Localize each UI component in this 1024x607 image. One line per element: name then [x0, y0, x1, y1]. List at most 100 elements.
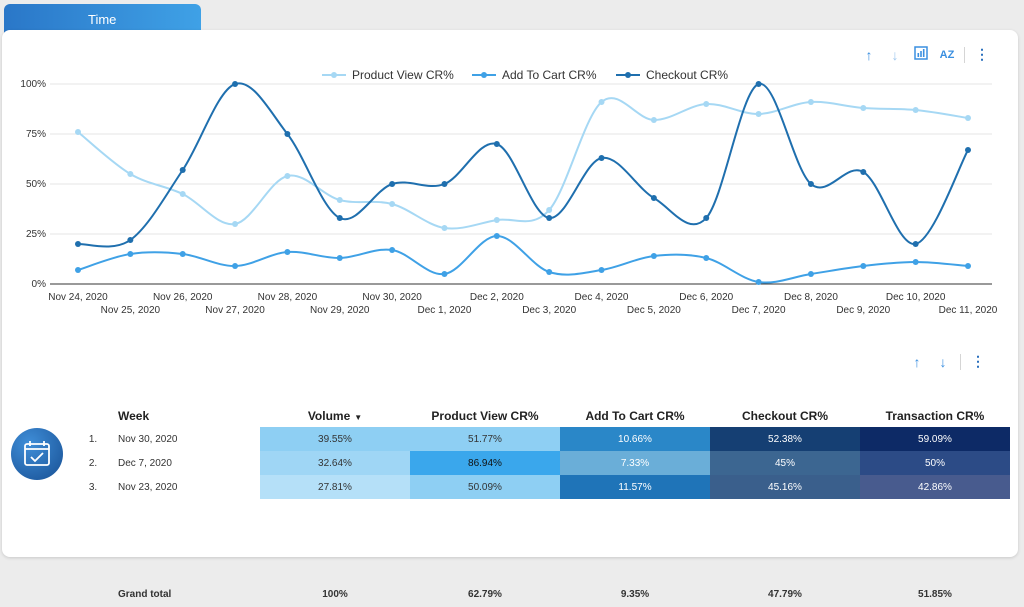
data-point	[546, 269, 553, 275]
data-point	[650, 195, 657, 201]
cell-product-view: 86.94%	[410, 451, 560, 475]
data-point	[598, 155, 605, 161]
row-index: 3.	[88, 481, 98, 493]
row-week: Nov 23, 2020	[118, 481, 178, 493]
legend-swatch-dot	[625, 72, 631, 78]
more-vert-icon[interactable]: ⋮	[971, 353, 985, 369]
data-point	[127, 237, 134, 243]
data-point	[598, 99, 605, 105]
toolbar-divider	[960, 353, 961, 370]
grand-total-checkout: 47.79%	[768, 588, 802, 600]
data-point	[546, 207, 553, 213]
data-point	[232, 221, 239, 227]
grand-total-volume: 100%	[322, 588, 348, 600]
data-point	[75, 129, 81, 135]
x-tick-label: Nov 25, 2020	[101, 305, 161, 316]
grand-total-label: Grand total	[118, 588, 172, 600]
data-point	[807, 99, 814, 105]
header-volume[interactable]: Volume ▼	[260, 405, 410, 427]
table-header-row: Week Volume ▼ Product View CR% Add To Car…	[76, 405, 1010, 427]
header-index	[76, 405, 110, 427]
y-tick-label: 50%	[26, 179, 46, 190]
data-point	[284, 173, 291, 179]
line-chart: 0% 25% 50% 75% 100% Nov 24, 2020 Nov 25, 2020 N…	[20, 68, 998, 316]
tab-label: Time	[88, 12, 117, 27]
data-point	[755, 111, 762, 117]
x-tick-label: Dec 7, 2020	[732, 305, 786, 316]
calendar-icon	[11, 428, 63, 480]
chart-toolbar: ↑ ↓ AZ ⋮	[860, 46, 991, 63]
header-week[interactable]: Week	[118, 409, 150, 423]
series-line-1	[77, 234, 969, 284]
x-tick-label: Dec 3, 2020	[522, 305, 576, 316]
toolbar-divider	[964, 46, 965, 63]
more-vert-icon[interactable]: ⋮	[975, 46, 989, 62]
data-point	[703, 255, 710, 261]
data-point	[912, 107, 919, 113]
x-tick-label: Nov 24, 2020	[48, 292, 108, 303]
x-tick-label: Nov 30, 2020	[362, 292, 422, 303]
data-point	[546, 215, 553, 221]
cell-volume: 27.81%	[260, 475, 410, 499]
data-point	[493, 217, 500, 223]
data-table: Week Volume ▼ Product View CR% Add To Car…	[76, 405, 1010, 607]
data-point	[336, 215, 343, 221]
data-point	[232, 263, 239, 269]
x-tick-label: Nov 26, 2020	[153, 292, 213, 303]
data-point	[284, 249, 291, 255]
chart-icon[interactable]	[912, 46, 930, 63]
data-point	[807, 181, 814, 187]
data-point	[912, 259, 919, 265]
data-point	[650, 253, 657, 259]
legend-label: Product View CR%	[352, 68, 454, 82]
data-point	[965, 263, 971, 269]
header-transaction[interactable]: Transaction CR%	[885, 409, 985, 423]
sort-az-icon[interactable]: AZ	[939, 48, 955, 61]
row-week: Dec 7, 2020	[118, 457, 172, 469]
cell-checkout: 52.38%	[710, 427, 860, 451]
data-point	[755, 279, 762, 285]
data-point	[389, 247, 396, 253]
cell-transaction: 50%	[860, 451, 1010, 475]
data-point	[650, 117, 657, 123]
grand-total-transaction: 51.85%	[918, 588, 952, 600]
grand-total-row: Grand total 100% 62.79% 9.35% 47.79% 51.…	[76, 581, 1010, 607]
x-tick-label: Dec 6, 2020	[679, 292, 733, 303]
data-point	[179, 251, 186, 257]
x-tick-label: Dec 11, 2020	[939, 305, 998, 316]
x-tick-label: Nov 28, 2020	[258, 292, 318, 303]
row-week: Nov 30, 2020	[118, 433, 178, 445]
arrow-up-icon[interactable]: ↑	[913, 353, 921, 370]
grand-total-add-to-cart: 9.35%	[620, 588, 650, 600]
table-row: 3. Nov 23, 2020 27.81% 50.09% 11.57% 45.16% 42…	[76, 475, 1010, 499]
report-card: 0% 25% 50% 75% 100% Nov 24, 2020 Nov 25, 2020 N…	[2, 30, 1018, 600]
arrow-down-icon[interactable]: ↓	[939, 353, 947, 370]
x-tick-label: Dec 8, 2020	[784, 292, 838, 303]
data-point	[75, 241, 81, 247]
legend-swatch-dot	[481, 72, 487, 78]
legend-label: Checkout CR%	[646, 68, 728, 82]
x-tick-label: Dec 2, 2020	[470, 292, 524, 303]
header-checkout[interactable]: Checkout CR%	[741, 409, 828, 423]
legend-label: Add To Cart CR%	[502, 68, 597, 82]
tab-time[interactable]: Time	[4, 4, 201, 34]
cell-add-to-cart: 10.66%	[560, 427, 710, 451]
data-point	[860, 105, 867, 111]
data-point	[284, 131, 291, 137]
data-point	[493, 233, 500, 239]
header-add-to-cart[interactable]: Add To Cart CR%	[585, 409, 685, 423]
data-point	[336, 255, 343, 261]
cell-checkout: 45%	[710, 451, 860, 475]
cell-add-to-cart: 11.57%	[560, 475, 710, 499]
arrow-up-icon[interactable]: ↑	[865, 46, 873, 63]
cell-checkout: 45.16%	[710, 475, 860, 499]
y-tick-label: 0%	[32, 279, 47, 290]
grand-total-product-view: 62.79%	[468, 588, 502, 600]
header-product-view[interactable]: Product View CR%	[431, 409, 539, 423]
data-point	[965, 115, 971, 121]
y-tick-label: 100%	[20, 79, 46, 90]
arrow-down-icon[interactable]: ↓	[891, 46, 899, 63]
data-point	[860, 169, 867, 175]
data-point	[441, 271, 448, 277]
data-point	[127, 251, 134, 257]
